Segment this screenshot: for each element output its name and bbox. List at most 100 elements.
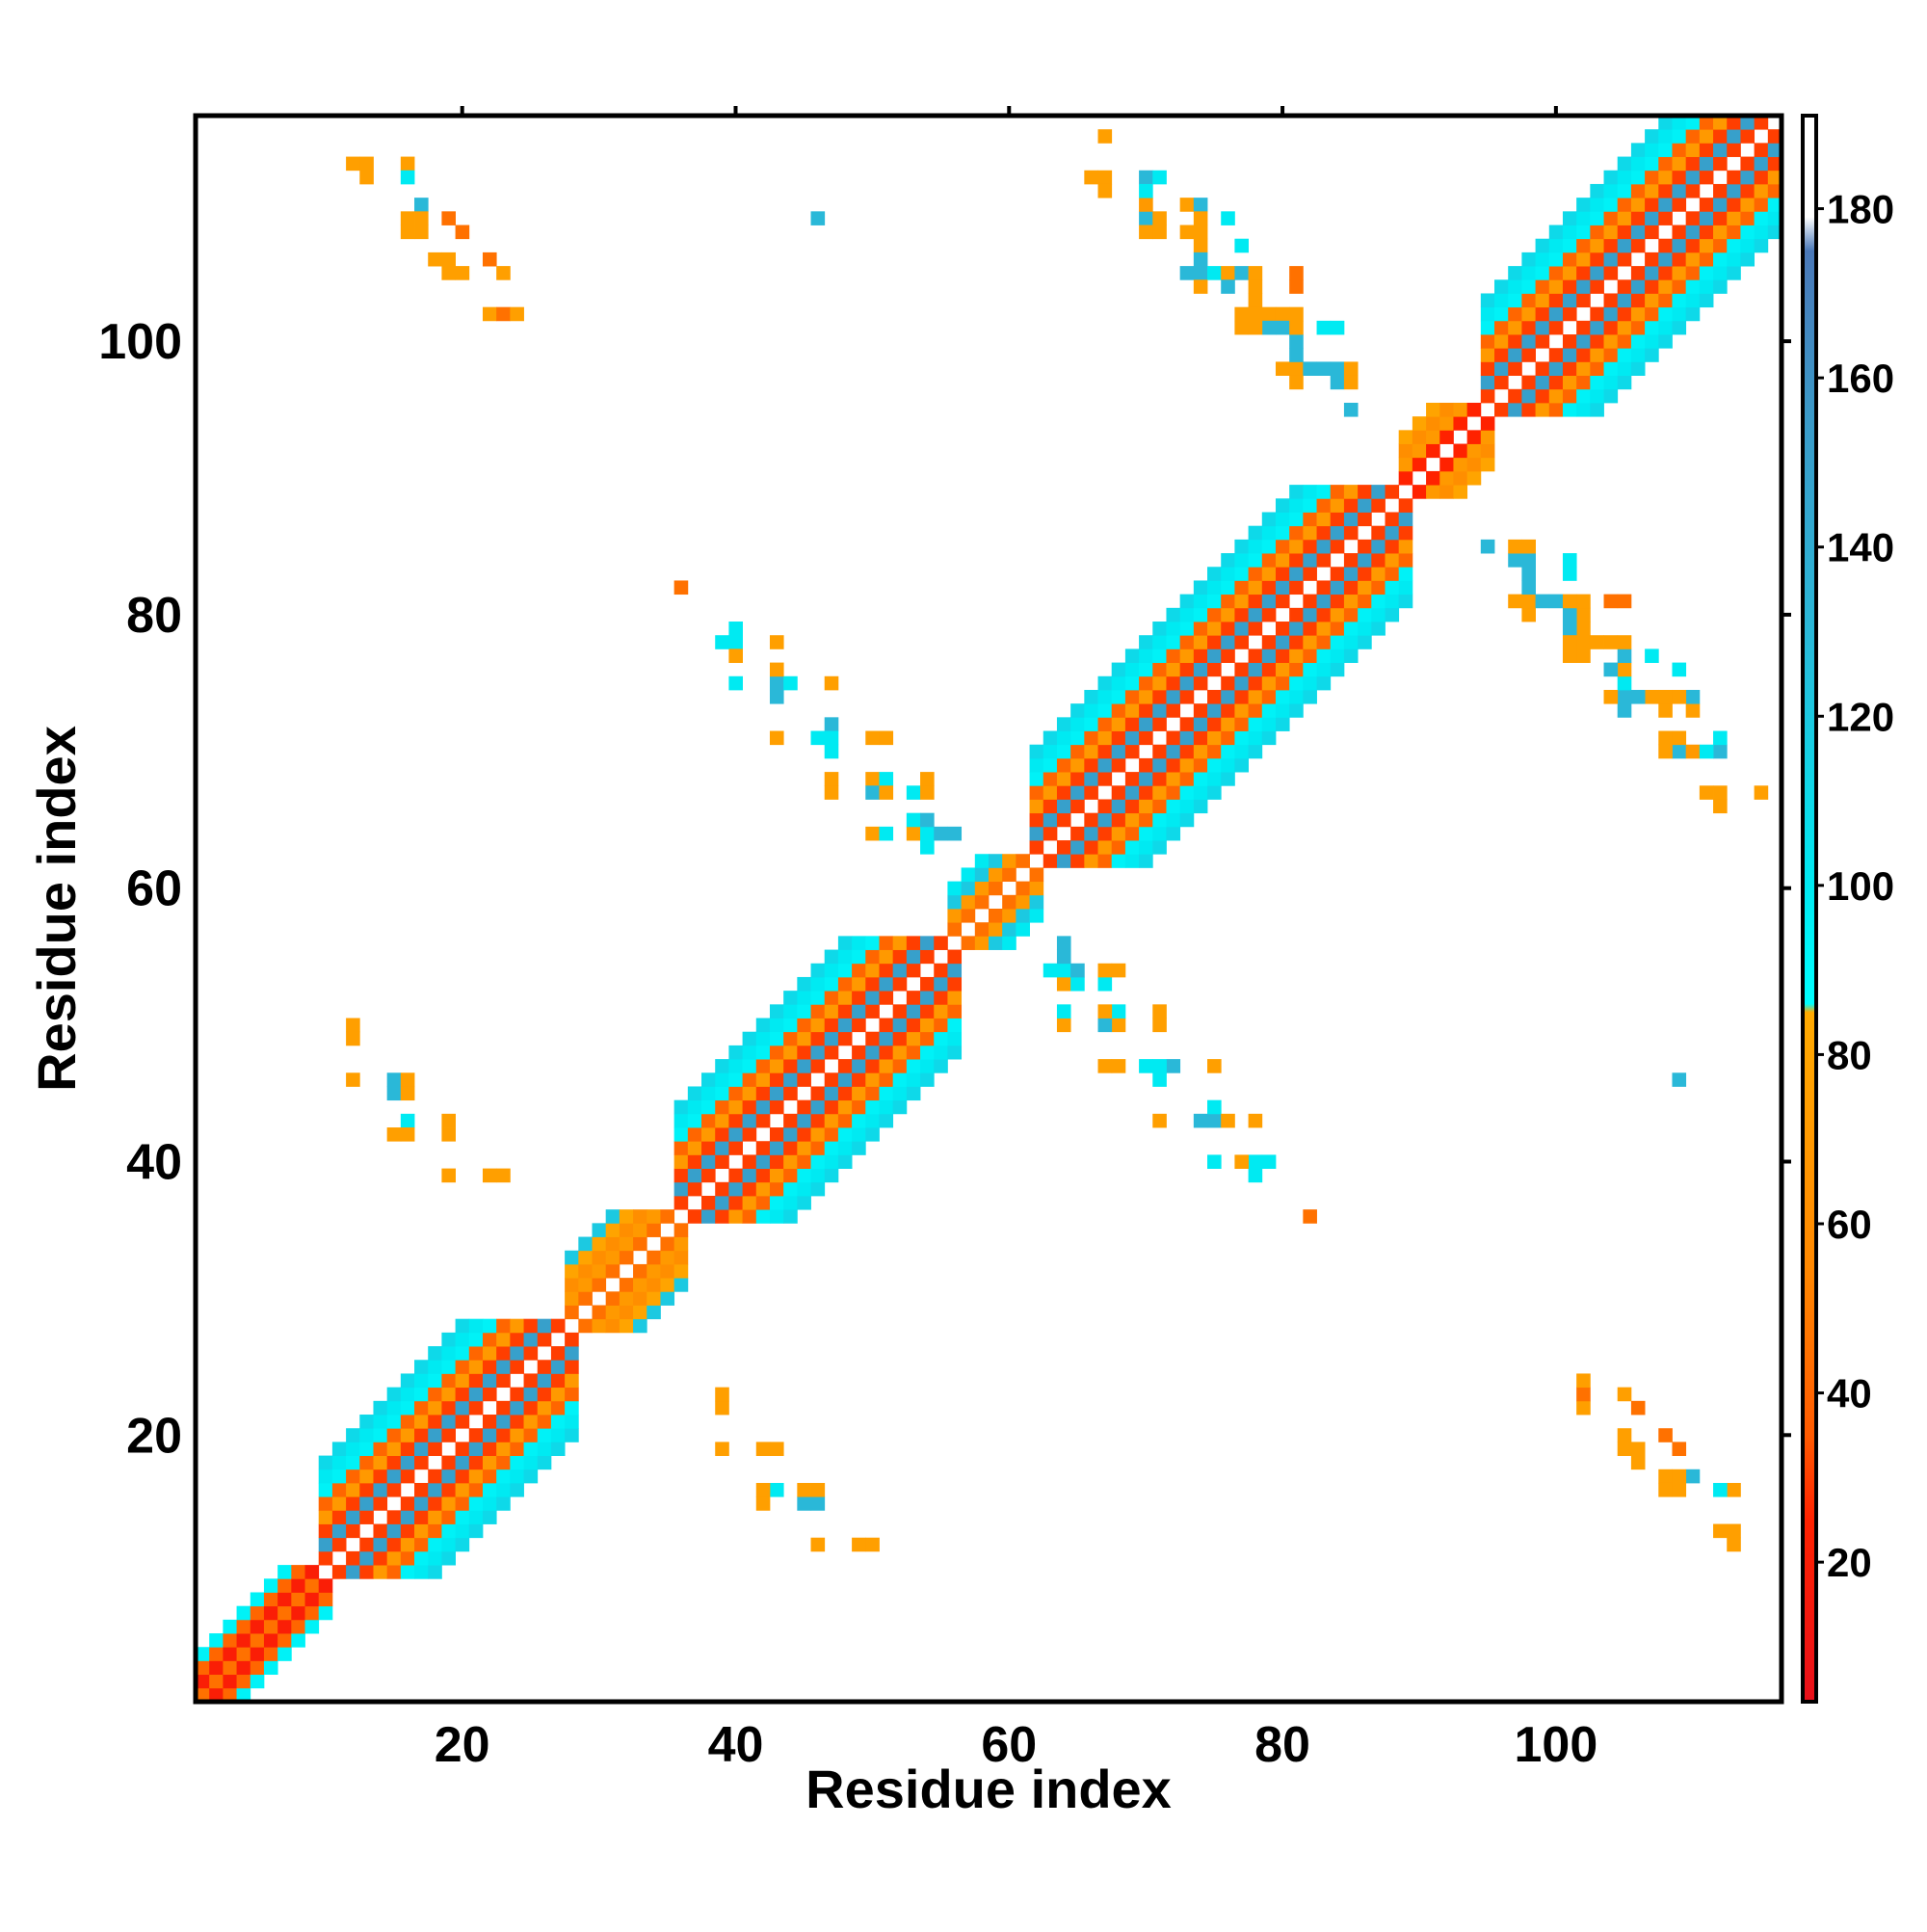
heatmap-cell bbox=[359, 1565, 374, 1579]
heatmap-cell bbox=[633, 1305, 647, 1320]
heatmap-cell bbox=[1576, 266, 1591, 280]
heatmap-cell bbox=[1084, 744, 1098, 759]
heatmap-cell bbox=[1097, 1059, 1113, 1073]
heatmap-cell bbox=[1439, 402, 1454, 417]
heatmap-cell bbox=[947, 826, 963, 841]
heatmap-cell bbox=[1166, 703, 1181, 718]
heatmap-cell bbox=[1139, 648, 1153, 663]
heatmap-cell bbox=[647, 1209, 661, 1224]
heatmap-cell bbox=[920, 976, 935, 992]
heatmap-cell bbox=[1303, 525, 1317, 541]
heatmap-cell bbox=[1070, 976, 1085, 992]
heatmap-cell bbox=[1480, 388, 1495, 404]
heatmap-cell bbox=[1658, 703, 1673, 718]
heatmap-cell bbox=[1316, 485, 1332, 499]
heatmap-cell bbox=[824, 772, 839, 786]
heatmap-cell bbox=[537, 1373, 552, 1389]
heatmap-cell bbox=[892, 1018, 908, 1033]
heatmap-cell bbox=[728, 1113, 743, 1128]
heatmap-cell bbox=[1124, 785, 1140, 800]
heatmap-cell bbox=[1084, 703, 1098, 718]
heatmap-cell bbox=[550, 1318, 566, 1334]
heatmap-cell bbox=[1426, 430, 1440, 444]
heatmap-cell bbox=[783, 1031, 798, 1046]
heatmap-cell bbox=[1234, 580, 1249, 595]
heatmap-cell bbox=[1385, 553, 1400, 568]
heatmap-cell bbox=[755, 1442, 771, 1456]
heatmap-cell bbox=[1070, 799, 1085, 814]
heatmap-cell bbox=[523, 1332, 539, 1347]
heatmap-cell bbox=[400, 211, 415, 225]
heatmap-cell bbox=[496, 1332, 511, 1347]
heatmap-cell bbox=[1207, 717, 1222, 731]
heatmap-cell bbox=[1139, 198, 1153, 212]
heatmap-cell bbox=[852, 1537, 866, 1552]
heatmap-cell bbox=[1275, 306, 1290, 322]
heatmap-cell bbox=[1316, 539, 1332, 554]
heatmap-cell bbox=[1166, 648, 1181, 663]
heatmap-cell bbox=[824, 963, 839, 978]
heatmap-cell bbox=[428, 1428, 442, 1442]
heatmap-cell bbox=[400, 1127, 415, 1142]
heatmap-cell bbox=[400, 225, 415, 240]
heatmap-cell bbox=[1371, 498, 1386, 513]
heatmap-cell bbox=[865, 1113, 880, 1128]
heatmap-cell bbox=[1343, 607, 1359, 622]
heatmap-cell bbox=[537, 1360, 552, 1374]
heatmap-cell bbox=[783, 1086, 798, 1101]
heatmap-cell bbox=[331, 1565, 347, 1579]
heatmap-cell bbox=[1152, 785, 1167, 800]
heatmap-cell bbox=[1576, 607, 1591, 622]
heatmap-cell bbox=[1398, 594, 1413, 609]
heatmap-cell bbox=[1193, 675, 1208, 691]
heatmap-cell bbox=[1248, 567, 1263, 581]
heatmap-cell bbox=[304, 1619, 320, 1634]
heatmap-cell bbox=[892, 1099, 908, 1115]
heatmap-cell bbox=[1343, 498, 1359, 513]
heatmap-cell bbox=[1084, 840, 1098, 855]
heatmap-cell bbox=[1521, 594, 1536, 609]
heatmap-cell bbox=[428, 251, 442, 267]
heatmap-cell bbox=[400, 1415, 415, 1429]
heatmap-cell bbox=[1480, 348, 1495, 362]
heatmap-cell bbox=[1630, 211, 1646, 225]
heatmap-cell bbox=[1727, 116, 1741, 130]
heatmap-cell bbox=[1330, 525, 1345, 541]
heatmap-cell bbox=[1590, 375, 1604, 390]
heatmap-cell bbox=[920, 991, 935, 1005]
heatmap-cell bbox=[414, 1482, 429, 1497]
heatmap-cell bbox=[1330, 662, 1345, 677]
heatmap-cell bbox=[947, 949, 963, 965]
heatmap-cell bbox=[1562, 238, 1577, 253]
heatmap-cell bbox=[1398, 553, 1413, 568]
heatmap-cell bbox=[1056, 976, 1071, 992]
heatmap-cell bbox=[1548, 293, 1564, 308]
heatmap-cell bbox=[1234, 539, 1249, 554]
heatmap-cell bbox=[1590, 279, 1604, 294]
heatmap-cell bbox=[1261, 717, 1277, 731]
heatmap-cell bbox=[728, 1127, 743, 1142]
heatmap-cell bbox=[1672, 1469, 1687, 1484]
heatmap-cell bbox=[1548, 306, 1564, 322]
heatmap-cell bbox=[769, 1442, 784, 1456]
heatmap-cell bbox=[837, 991, 853, 1005]
heatmap-cell bbox=[879, 1099, 894, 1115]
heatmap-cell bbox=[1139, 854, 1153, 868]
heatmap-cell bbox=[223, 1687, 237, 1703]
heatmap-cell bbox=[1166, 675, 1181, 691]
heatmap-cell bbox=[673, 1236, 689, 1252]
heatmap-cell bbox=[414, 1428, 429, 1442]
heatmap-cell bbox=[482, 1442, 497, 1456]
heatmap-cell bbox=[1590, 225, 1604, 240]
heatmap-cell bbox=[783, 1059, 798, 1073]
heatmap-cell bbox=[701, 1072, 716, 1087]
heatmap-cell bbox=[797, 1141, 811, 1155]
heatmap-cell bbox=[1727, 251, 1741, 267]
heatmap-cell bbox=[701, 1127, 716, 1142]
heatmap-cell bbox=[1139, 772, 1153, 786]
heatmap-cell bbox=[1316, 320, 1332, 335]
heatmap-cell bbox=[1152, 1113, 1167, 1128]
heatmap-cell bbox=[482, 1455, 497, 1470]
heatmap-cell bbox=[742, 1127, 757, 1142]
heatmap-cell bbox=[1343, 594, 1359, 609]
